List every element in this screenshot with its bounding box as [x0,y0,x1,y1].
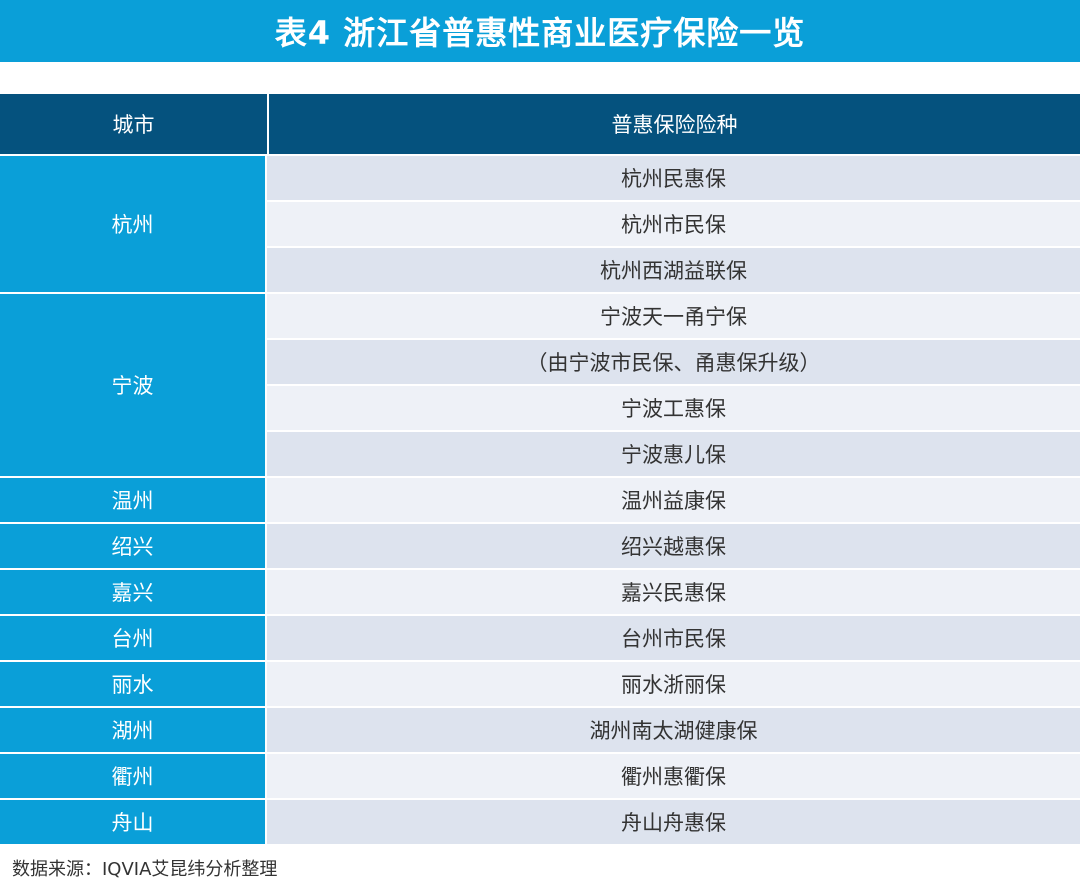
plan-cell: 宁波天一甬宁保 [267,294,1080,338]
table-row: 绍兴 绍兴越惠保 [0,524,1080,570]
table-title: 表4 浙江省普惠性商业医疗保险一览 [0,0,1080,62]
city-cell: 舟山 [0,800,267,844]
table-header: 城市 普惠保险险种 [0,94,1080,156]
city-cell: 宁波 [0,294,267,476]
plan-list: 台州市民保 [267,616,1080,660]
plan-list: 嘉兴民惠保 [267,570,1080,614]
plan-cell: 杭州市民保 [267,200,1080,246]
table-row: 湖州 湖州南太湖健康保 [0,708,1080,754]
plan-cell: 杭州西湖益联保 [267,246,1080,292]
table-row: 丽水 丽水浙丽保 [0,662,1080,708]
plan-list: 丽水浙丽保 [267,662,1080,706]
plan-cell: 衢州惠衢保 [267,754,1080,798]
city-cell: 丽水 [0,662,267,706]
city-cell: 台州 [0,616,267,660]
table-row: 嘉兴 嘉兴民惠保 [0,570,1080,616]
city-cell: 温州 [0,478,267,522]
plan-list: 舟山舟惠保 [267,800,1080,844]
city-cell: 衢州 [0,754,267,798]
plan-cell: 宁波惠儿保 [267,430,1080,476]
city-cell: 嘉兴 [0,570,267,614]
table-row: 舟山 舟山舟惠保 [0,800,1080,846]
plan-list: 宁波天一甬宁保 （由宁波市民保、甬惠保升级） 宁波工惠保 宁波惠儿保 [267,294,1080,476]
table-row: 宁波 宁波天一甬宁保 （由宁波市民保、甬惠保升级） 宁波工惠保 宁波惠儿保 [0,294,1080,478]
header-city: 城市 [0,94,269,154]
plan-cell: 杭州民惠保 [267,156,1080,200]
data-source-note: 数据来源：IQVIA艾昆纬分析整理 [12,859,278,880]
plan-cell: （由宁波市民保、甬惠保升级） [267,338,1080,384]
table-row: 杭州 杭州民惠保 杭州市民保 杭州西湖益联保 [0,156,1080,294]
city-cell: 杭州 [0,156,267,292]
plan-cell: 舟山舟惠保 [267,800,1080,844]
plan-list: 衢州惠衢保 [267,754,1080,798]
plan-cell: 嘉兴民惠保 [267,570,1080,614]
plan-cell: 湖州南太湖健康保 [267,708,1080,752]
city-cell: 绍兴 [0,524,267,568]
table-row: 台州 台州市民保 [0,616,1080,662]
table-body: 杭州 杭州民惠保 杭州市民保 杭州西湖益联保 宁波 宁波天一甬宁保 （由宁波市民保、甬惠保升… [0,156,1080,846]
plan-list: 绍兴越惠保 [267,524,1080,568]
plan-list: 湖州南太湖健康保 [267,708,1080,752]
plan-cell: 温州益康保 [267,478,1080,522]
plan-cell: 丽水浙丽保 [267,662,1080,706]
city-cell: 湖州 [0,708,267,752]
plan-list: 杭州民惠保 杭州市民保 杭州西湖益联保 [267,156,1080,292]
plan-cell: 绍兴越惠保 [267,524,1080,568]
plan-cell: 台州市民保 [267,616,1080,660]
plan-cell: 宁波工惠保 [267,384,1080,430]
insurance-table: 城市 普惠保险险种 杭州 杭州民惠保 杭州市民保 杭州西湖益联保 宁波 宁波天一甬宁保 （由… [0,94,1080,846]
plan-list: 温州益康保 [267,478,1080,522]
table-row: 温州 温州益康保 [0,478,1080,524]
table-row: 衢州 衢州惠衢保 [0,754,1080,800]
header-plan: 普惠保险险种 [611,113,738,137]
